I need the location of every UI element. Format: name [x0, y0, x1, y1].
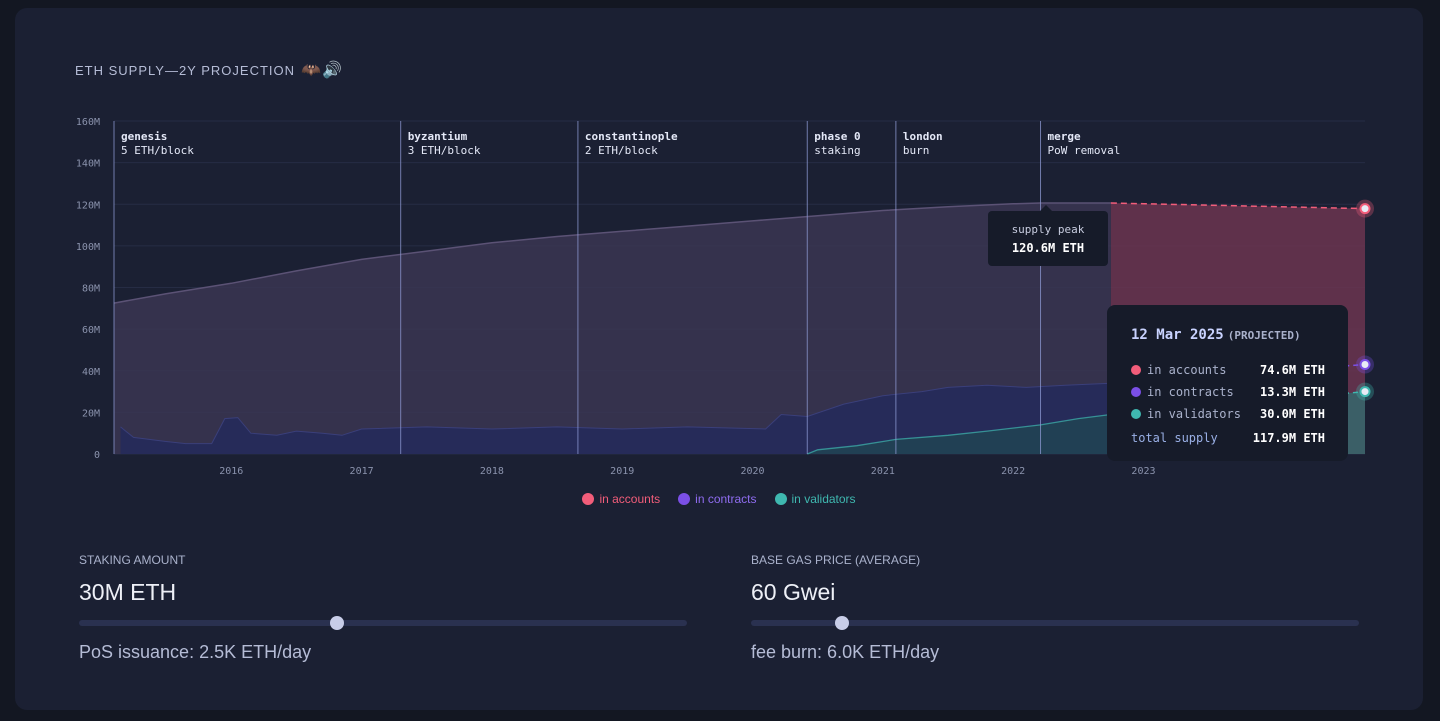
event-desc: PoW removal	[1048, 144, 1121, 157]
staking-slider[interactable]	[79, 616, 687, 630]
tooltip-row-total: total supply 117.9M ETH	[1131, 431, 1325, 445]
hover-tooltip: 12 Mar 2025 (PROJECTED) in accounts 74.6M…	[1107, 305, 1348, 461]
validators-line	[807, 413, 1111, 455]
tooltip-row-value: 13.3M ETH	[1259, 385, 1325, 399]
staking-slider-handle[interactable]	[330, 616, 345, 630]
y-tick-label: 120M	[76, 200, 100, 211]
event-name: merge	[1048, 130, 1081, 143]
legend-label: in contracts	[695, 492, 757, 506]
event-name: phase 0	[814, 130, 860, 143]
x-tick-label: 2019	[610, 466, 634, 477]
x-tick-label: 2018	[480, 466, 504, 477]
contracts-dot-icon	[1131, 387, 1141, 397]
tooltip-row-label: in accounts	[1147, 363, 1227, 377]
y-tick-label: 80M	[82, 284, 100, 295]
accounts-dot-icon	[1131, 365, 1141, 375]
gas-slider-handle[interactable]	[835, 616, 850, 630]
chart-title-text: ETH SUPPLY—2Y PROJECTION	[75, 62, 296, 78]
validators-dot-icon	[1131, 409, 1141, 419]
legend-label: in validators	[791, 492, 856, 506]
event-desc: staking	[814, 144, 860, 157]
accounts-end-marker	[1359, 203, 1371, 215]
tooltip-header: 12 Mar 2025 (PROJECTED)	[1131, 327, 1301, 343]
event-name: london	[903, 130, 943, 143]
y-tick-label: 0	[94, 450, 100, 461]
validators-dot-icon	[774, 493, 787, 505]
y-tick-label: 40M	[82, 367, 100, 378]
peak-label: supply peak	[1011, 223, 1085, 236]
y-tick-label: 140M	[76, 159, 100, 170]
event-name: byzantium	[408, 130, 468, 143]
bat-speaker-emoji: 🦇🔊	[301, 62, 343, 79]
tooltip-row-value: 74.6M ETH	[1259, 363, 1325, 377]
chart-legend: in accounts in contracts in validators	[15, 492, 1423, 506]
pos-issuance-note: PoS issuance: 2.5K ETH/day	[79, 642, 312, 662]
staking-value: 30M ETH	[79, 579, 177, 605]
y-tick-label: 60M	[82, 325, 100, 336]
chart-card: ETH SUPPLY—2Y PROJECTION 🦇🔊 0 20M 40M 60M 80…	[15, 8, 1423, 710]
legend-item-contracts[interactable]: in contracts	[678, 492, 757, 506]
tooltip-row-contracts: in contracts 13.3M ETH	[1131, 385, 1325, 399]
staking-label: STAKING AMOUNT	[79, 553, 186, 567]
x-tick-label: 2021	[871, 466, 895, 477]
x-tick-label: 2022	[1001, 466, 1025, 477]
fee-burn-note: fee burn: 6.0K ETH/day	[751, 642, 940, 662]
gas-value: 60 Gwei	[751, 579, 836, 605]
x-tick-label: 2023	[1131, 466, 1155, 477]
event-desc: 3 ETH/block	[408, 144, 481, 157]
peak-value: 120.6M ETH	[1011, 241, 1085, 255]
staking-control: STAKING AMOUNT 30M ETH PoS issuance: 2.5…	[79, 553, 687, 663]
event-desc: 2 ETH/block	[585, 144, 658, 157]
supply-peak-tooltip: supply peak 120.6M ETH	[988, 205, 1108, 266]
tooltip-row-label: in contracts	[1147, 385, 1234, 399]
tooltip-row-accounts: in accounts 74.6M ETH	[1131, 363, 1325, 377]
tooltip-total-label: total supply	[1131, 431, 1218, 445]
legend-label: in accounts	[599, 492, 661, 506]
tooltip-row-value: 30.0M ETH	[1259, 407, 1325, 421]
event-desc: burn	[903, 144, 930, 157]
legend-item-accounts[interactable]: in accounts	[582, 492, 660, 506]
event-name: constantinople	[585, 130, 678, 143]
contracts-line	[120, 382, 1111, 445]
contracts-area	[120, 383, 1111, 454]
x-tick-label: 2017	[350, 466, 374, 477]
contracts-dot-icon	[678, 493, 691, 505]
validators-end-marker	[1359, 386, 1371, 398]
y-tick-label: 20M	[82, 408, 100, 419]
y-tick-label: 100M	[76, 242, 100, 253]
gas-label: BASE GAS PRICE (AVERAGE)	[751, 553, 921, 567]
tooltip-projected-tag: (PROJECTED)	[1227, 329, 1301, 342]
event-name: genesis	[121, 130, 167, 143]
tooltip-row-validators: in validators 30.0M ETH	[1131, 407, 1325, 421]
x-tick-label: 2016	[219, 466, 243, 477]
tooltip-total-value: 117.9M ETH	[1252, 431, 1325, 445]
tooltip-row-label: in validators	[1147, 407, 1241, 421]
event-desc: 5 ETH/block	[121, 144, 194, 157]
tooltip-date: 12 Mar 2025	[1131, 327, 1224, 343]
x-tick-label: 2020	[740, 466, 764, 477]
supply-area	[114, 203, 1111, 454]
chart-title: ETH SUPPLY—2Y PROJECTION 🦇🔊	[75, 60, 343, 80]
accounts-dot-icon	[582, 493, 595, 505]
projection-accounts-line	[1110, 202, 1366, 210]
gas-control: BASE GAS PRICE (AVERAGE) 60 Gwei fee bur…	[751, 553, 1359, 663]
y-tick-label: 160M	[76, 117, 100, 128]
gas-slider[interactable]	[751, 616, 1359, 630]
supply-line	[113, 202, 1111, 304]
contracts-end-marker	[1359, 359, 1371, 371]
legend-item-validators[interactable]: in validators	[774, 492, 856, 506]
